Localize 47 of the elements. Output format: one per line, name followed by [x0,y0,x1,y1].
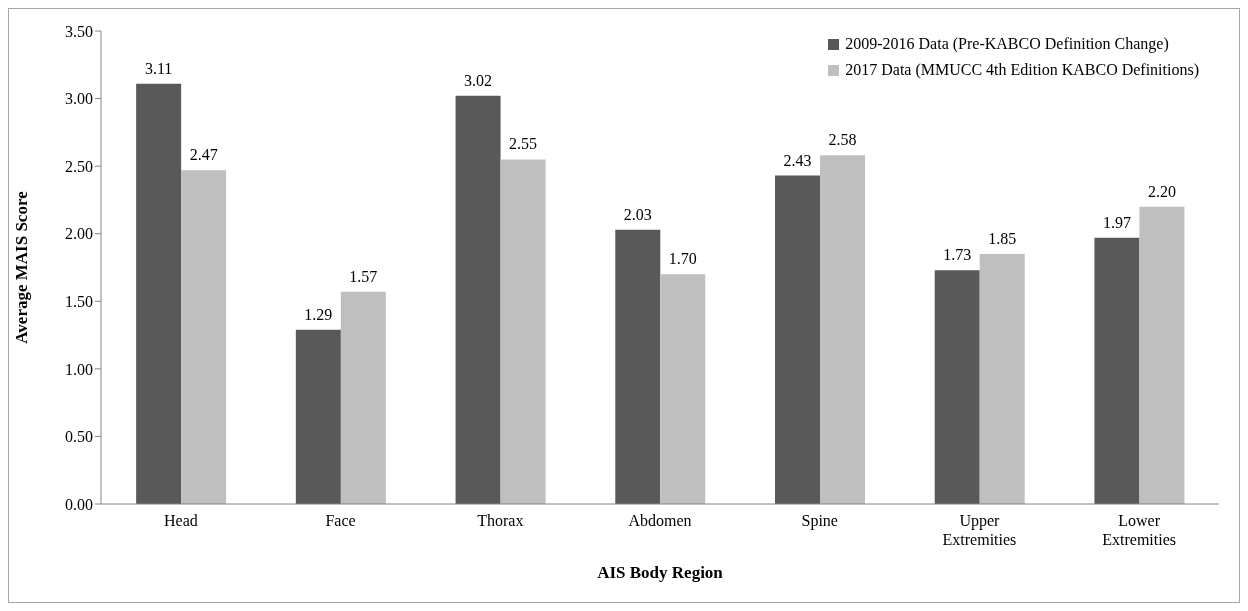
y-axis-title: Average MAIS Score [12,190,32,344]
bar [340,291,386,504]
bar [615,229,661,504]
y-tick-label: 1.50 [65,292,93,310]
legend-label: 2017 Data (MMUCC 4th Edition KABCO Definitions) [845,60,1199,81]
bar [181,170,227,504]
data-label: 2.43 [783,151,812,169]
y-tick-label: 1.00 [65,360,93,378]
bar [660,274,706,504]
data-label: 2.20 [1147,182,1176,200]
bar [819,155,865,504]
bar [500,159,546,504]
data-label: 1.97 [1102,213,1131,231]
bar [295,329,341,504]
x-tick-label: Thorax [477,512,524,529]
bar [136,83,182,504]
y-tick-label: 3.50 [65,22,93,40]
data-label: 2.47 [189,146,218,164]
y-tick-label: 3.00 [65,90,93,108]
data-label: 1.70 [668,250,697,268]
data-label: 3.11 [144,59,173,77]
y-tick-label: 2.00 [65,225,93,243]
data-label: 2.55 [509,135,538,153]
y-tick-label: 0.00 [65,495,93,513]
bar [774,175,820,504]
legend-label: 2009-2016 Data (Pre-KABCO Definition Change) [845,34,1169,55]
x-tick-label: Face [325,512,356,529]
data-label: 1.29 [304,305,333,323]
data-label: 3.02 [464,71,493,89]
data-label: 1.85 [988,229,1017,247]
data-label: 1.73 [943,246,972,264]
bar [1094,237,1140,504]
x-tick-label: Head [163,512,198,529]
data-label: 2.03 [623,205,652,223]
x-tick-label: Upper Extremities [942,512,1017,548]
x-axis-title: AIS Body Region [597,563,724,582]
data-label: 2.58 [828,131,857,149]
y-tick-label: 0.50 [65,428,93,446]
bar [1139,206,1185,504]
x-tick-label: Abdomen [628,512,692,529]
bar [979,253,1025,504]
x-tick-label: Lower Extremities [1102,512,1177,548]
data-label: 1.57 [349,267,378,285]
bar [934,270,980,504]
bar [455,95,501,504]
y-tick-label: 2.50 [65,157,93,175]
x-tick-label: Spine [801,512,838,530]
